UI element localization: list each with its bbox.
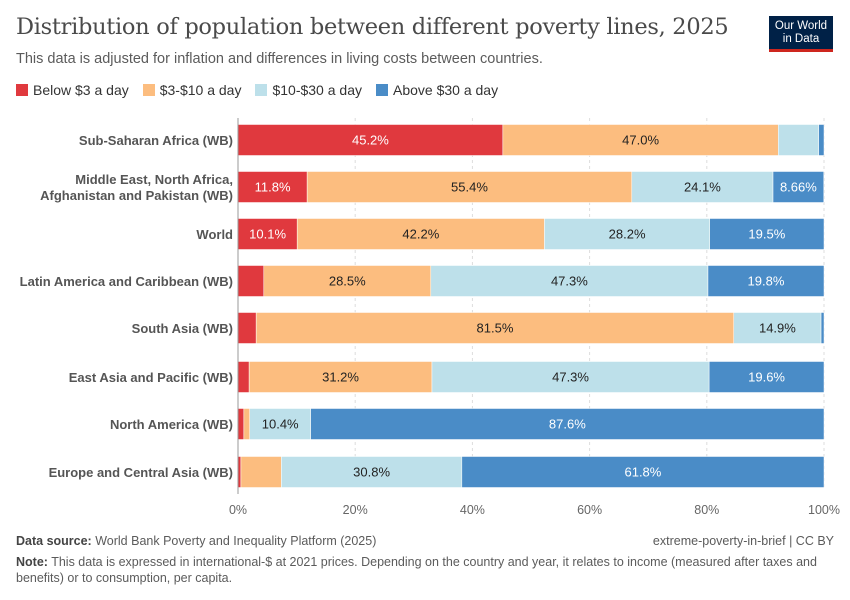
bar-segment [431, 361, 710, 393]
data-label: 42.2% [402, 227, 439, 242]
logo-text: in Data [782, 33, 820, 45]
data-label: 19.5% [748, 227, 785, 242]
bar-segment [306, 171, 633, 203]
legend-item[interactable]: $3-$10 a day [142, 82, 242, 98]
bar-segment [237, 265, 265, 297]
bar-segment [708, 361, 825, 393]
data-label: 19.8% [748, 274, 785, 289]
x-tick-label: 40% [460, 503, 485, 517]
legend-swatch [142, 84, 155, 96]
category-label: East Asia and Pacific (WB) [69, 370, 233, 385]
category-label: South Asia (WB) [132, 321, 233, 336]
x-tick-label: 20% [343, 503, 368, 517]
category-label: World [196, 227, 233, 242]
bar-segment [430, 265, 709, 297]
bar-segment [237, 361, 250, 393]
note: This data is expressed in international-… [16, 555, 817, 585]
bar-segment [248, 361, 433, 393]
data-label: 28.2% [609, 227, 646, 242]
category-label: North America (WB) [110, 417, 233, 432]
legend-item[interactable]: $10-$30 a day [255, 82, 362, 98]
bar-segment [709, 218, 825, 250]
bar-segment [237, 124, 504, 156]
data-label: 87.6% [549, 417, 586, 432]
bar-segment [820, 312, 825, 344]
bar-segment [310, 408, 825, 440]
data-label: 31.2% [322, 370, 359, 385]
owid-logo[interactable]: Our World in Data [769, 16, 833, 52]
bar-segment [237, 408, 245, 440]
data-label: 30.8% [353, 465, 390, 480]
data-label: 47.3% [551, 274, 588, 289]
bar-segment [281, 456, 463, 488]
data-label: 81.5% [477, 321, 514, 336]
data-label: 47.0% [622, 133, 659, 148]
data-label: 28.5% [329, 274, 366, 289]
bar-segment [631, 171, 774, 203]
legend-swatch [376, 84, 388, 96]
bar-segment [733, 312, 822, 344]
category-label: Europe and Central Asia (WB) [49, 465, 233, 480]
x-tick-label: 0% [229, 503, 247, 517]
bar-segment [237, 218, 298, 250]
bar-segment [240, 456, 282, 488]
bar-segment [707, 265, 825, 297]
data-label: 11.8% [255, 180, 291, 195]
chart-title: Distribution of population between diffe… [16, 14, 729, 40]
data-label: 61.8% [624, 465, 661, 480]
legend-label: Above $30 a day [393, 82, 499, 98]
bar-segment [544, 218, 710, 250]
data-label: 24.1% [684, 180, 721, 195]
x-tick-label: 80% [694, 503, 719, 517]
bar-segment [255, 312, 735, 344]
stacked-bar-chart: 0% 20% 40% 60% 80% 100% 45.2% 47.0% Sub-Saharan … [20, 118, 840, 517]
category-label: Sub-Saharan Africa (WB) [79, 133, 233, 148]
logo-text: Our World [774, 20, 828, 32]
chart-subtitle: This data is adjusted for inflation and … [16, 51, 543, 67]
source-label: Data source: [16, 534, 92, 548]
data-label: 10.1% [249, 227, 286, 242]
category-label: Afghanistan and Pakistan (WB) [40, 188, 233, 203]
bar-segment [263, 265, 432, 297]
data-label: 10.4% [262, 417, 299, 432]
source[interactable]: World Bank Poverty and Inequality Platfo… [95, 534, 377, 548]
data-label: 14.9% [759, 321, 796, 336]
footer: Data source: World Bank Poverty and Ineq… [16, 533, 834, 586]
legend-swatch [16, 84, 28, 96]
data-label: 47.3% [552, 370, 589, 385]
x-tick-label: 100% [808, 503, 840, 517]
license[interactable]: extreme-poverty-in-brief | CC BY [652, 534, 834, 548]
x-tick-label: 60% [577, 503, 602, 517]
legend-label: $3-$10 a day [159, 82, 242, 98]
category-label: Middle East, North Africa, [75, 172, 233, 187]
legend-label: $10-$30 a day [272, 82, 362, 98]
legend: Below $3 a day $3-$10 a day $10-$30 a day A… [16, 82, 498, 98]
legend-item[interactable]: Below $3 a day [16, 82, 129, 98]
note-label: Note: [16, 555, 48, 569]
data-label: 55.4% [451, 180, 488, 195]
bar-segment [772, 171, 825, 203]
legend-item[interactable]: Above $30 a day [376, 82, 498, 98]
bar-segment [296, 218, 545, 250]
legend-label: Below $3 a day [33, 82, 129, 98]
data-label: 8.66% [780, 180, 817, 195]
bar-segment [461, 456, 825, 488]
bar-segment [243, 408, 250, 440]
data-label: 19.6% [748, 370, 785, 385]
data-label: 45.2% [352, 133, 389, 148]
bar-segment [237, 312, 257, 344]
bar-segment [502, 124, 779, 156]
legend-swatch [255, 84, 268, 96]
bar-segment [778, 124, 819, 156]
category-label: Latin America and Caribbean (WB) [20, 274, 233, 289]
bar-segment [237, 171, 308, 203]
bar-segment [818, 124, 825, 156]
